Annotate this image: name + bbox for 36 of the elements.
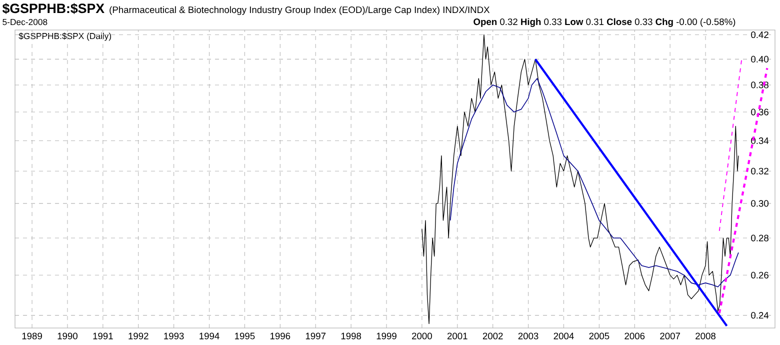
x-tick-label: 1994 — [200, 332, 220, 340]
x-tick-label: 2001 — [447, 332, 468, 340]
x-tick-label: 2005 — [589, 332, 610, 340]
x-tick-label: 1999 — [376, 332, 396, 340]
x-tick-label: 2000 — [412, 332, 432, 340]
x-tick-label: 1997 — [306, 332, 326, 340]
x-tick-label: 2003 — [518, 332, 538, 340]
y-tick-label: 0.40 — [751, 56, 769, 62]
x-tick-label: 2006 — [624, 332, 645, 340]
y-tick-label: 0.38 — [751, 82, 768, 88]
x-tick-label: 1998 — [341, 332, 362, 340]
y-tick-label: 0.34 — [751, 137, 769, 144]
x-tick-label: 2002 — [482, 332, 503, 340]
chart-subtitle: (Pharmaceutical & Biotechnology Industry Group Index (EOD)/Large Cap Index) INDX/INDX — [110, 6, 490, 15]
x-tick-label: 1990 — [58, 332, 78, 340]
y-tick-label: 0.26 — [751, 272, 768, 278]
y-tick-label: 0.36 — [751, 108, 768, 116]
text: Open 0.32 High 0.33 Low 0.31 Close 0.33 Chg -0.00 (-0.58%) — [474, 18, 736, 27]
x-tick-label: 1992 — [128, 332, 148, 340]
y-tick-label: 0.32 — [751, 168, 768, 174]
y-tick-label: 0.42 — [751, 31, 768, 38]
x-tick-label: 1991 — [93, 332, 113, 340]
x-tick-label: 1996 — [270, 332, 290, 340]
y-tick-label: 0.24 — [751, 312, 769, 319]
text: 5-Dec-2008 — [2, 18, 48, 26]
x-tick-label: 1995 — [235, 332, 255, 340]
y-tick-label: 0.30 — [751, 200, 769, 207]
x-tick-label: 1989 — [22, 332, 42, 340]
x-tick-label: 2007 — [660, 332, 680, 340]
x-tick-label: 2008 — [696, 332, 716, 340]
line-series — [450, 78, 739, 288]
chart-title: $GSPPHB:$SPX — [2, 3, 104, 14]
x-tick-label: 1993 — [164, 332, 184, 340]
y-tick-label: 0.28 — [751, 234, 768, 242]
x-tick-label: 2004 — [554, 332, 574, 340]
line-series — [422, 34, 739, 324]
